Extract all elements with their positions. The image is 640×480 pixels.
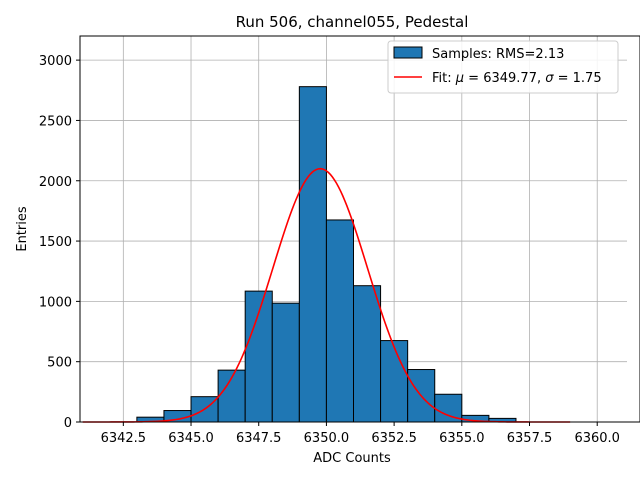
legend-fit-sigma-value: = 1.75	[553, 71, 601, 86]
x-tick-label: 6357.5	[507, 431, 553, 446]
x-axis: 6342.5 6345.0 6347.5 6350.0 6352.5 6355.0 6357…	[101, 422, 620, 446]
chart-title: Run 506, channel055, Pedestal	[236, 13, 469, 31]
legend-histogram-label: Samples: RMS=2.13	[432, 47, 564, 62]
legend-fit-prefix: Fit:	[432, 71, 456, 86]
x-tick-label: 6345.0	[168, 431, 214, 446]
legend-fit-mu-value: = 6349.77,	[464, 71, 545, 86]
y-tick-label: 500	[47, 356, 72, 371]
y-axis: 0 500 1000 1500 2000 2500 3000	[39, 54, 80, 431]
x-tick-label: 6347.5	[236, 431, 282, 446]
x-tick-label: 6355.0	[439, 431, 485, 446]
y-axis-title: Entries	[15, 206, 30, 252]
y-tick-label: 1500	[39, 235, 72, 250]
y-tick-label: 2000	[39, 175, 72, 190]
plot-frame	[79, 35, 640, 423]
legend-fit-label: Fit: μ = 6349.77, σ = 1.75	[432, 71, 602, 86]
legend-frame	[387, 40, 619, 94]
y-tick-label: 2500	[39, 114, 72, 129]
histogram-bar	[353, 285, 382, 423]
y-tick-label: 3000	[39, 54, 72, 69]
x-axis-title: ADC Counts	[313, 451, 391, 466]
histogram-bar	[380, 340, 409, 423]
x-tick-label: 6360.0	[574, 431, 620, 446]
plot-area	[79, 35, 640, 423]
x-tick-label: 6352.5	[371, 431, 417, 446]
x-tick-label: 6350.0	[304, 431, 350, 446]
y-tick-label: 0	[64, 416, 72, 431]
legend-histogram-swatch	[393, 46, 423, 59]
histogram-bars	[136, 86, 517, 423]
legend-fit-sigma-symbol: σ	[545, 71, 554, 86]
x-tick-label: 6342.5	[101, 431, 147, 446]
histogram-bar	[325, 219, 355, 423]
legend: Samples: RMS=2.13 Fit: μ = 6349.77, σ = …	[387, 40, 619, 94]
legend-fit-mu-symbol: μ	[455, 71, 464, 86]
y-tick-label: 1000	[39, 295, 72, 310]
histogram-bar	[298, 86, 327, 423]
histogram-bar	[271, 302, 300, 423]
